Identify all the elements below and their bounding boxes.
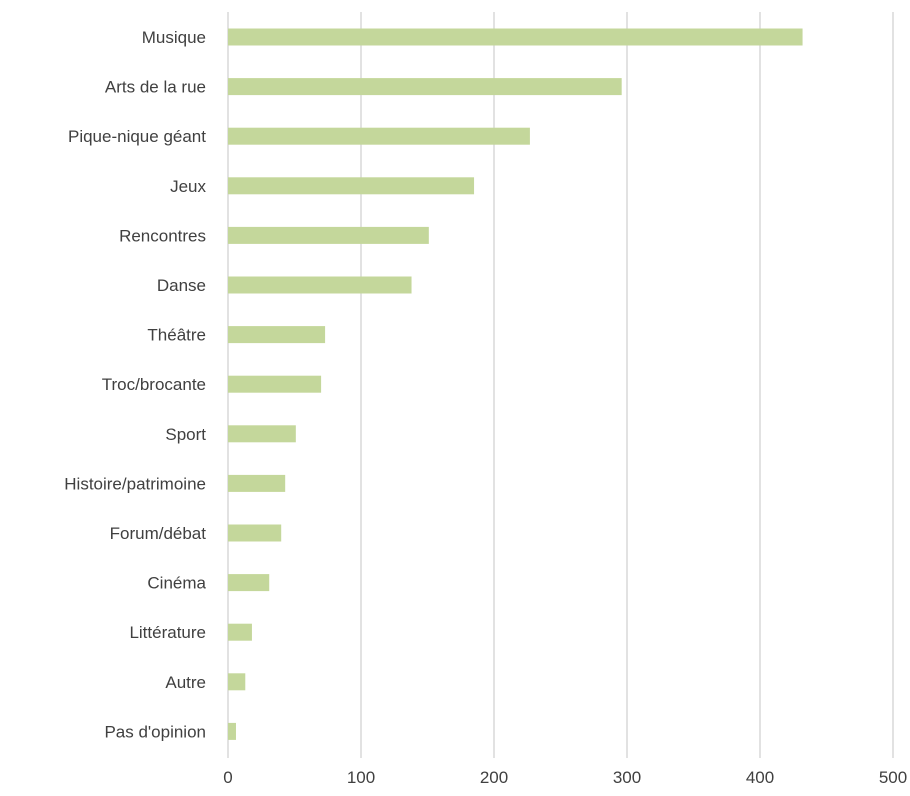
category-label: Musique [142, 28, 206, 47]
x-tick-label: 500 [879, 768, 907, 787]
category-label: Rencontres [119, 226, 206, 245]
category-label: Danse [157, 276, 206, 295]
bar [228, 226, 429, 244]
x-tick-label: 0 [223, 768, 232, 787]
category-label: Pas d'opinion [104, 722, 206, 741]
category-label: Théâtre [147, 326, 206, 345]
bar [228, 375, 322, 393]
x-tick-label: 100 [347, 768, 375, 787]
bar [228, 127, 530, 145]
bar [228, 425, 296, 443]
x-tick-label: 300 [613, 768, 641, 787]
category-label: Histoire/patrimoine [64, 474, 206, 493]
category-label: Arts de la rue [105, 78, 206, 97]
bar [228, 177, 475, 195]
category-label: Cinéma [147, 574, 206, 593]
category-label: Troc/brocante [102, 375, 206, 394]
category-label: Forum/débat [110, 524, 207, 543]
bar [228, 474, 286, 492]
bar [228, 574, 270, 592]
bar [228, 673, 246, 691]
category-label: Autre [165, 673, 206, 692]
bar [228, 623, 252, 641]
x-tick-label: 200 [480, 768, 508, 787]
bar [228, 326, 326, 344]
category-label: Pique-nique géant [68, 127, 206, 146]
category-label: Littérature [129, 623, 206, 642]
bar [228, 524, 282, 542]
bar [228, 722, 236, 740]
category-label: Jeux [170, 177, 206, 196]
bar [228, 276, 412, 294]
bar [228, 78, 622, 96]
x-tick-labels: 0 100 200 300 400 500 [223, 768, 907, 787]
category-label: Sport [165, 425, 206, 444]
gridlines [227, 12, 894, 758]
x-tick-label: 400 [746, 768, 774, 787]
category-labels: Musique Arts de la rue Pique-nique géant Je… [64, 28, 206, 741]
bar [228, 28, 803, 46]
bars [228, 28, 803, 740]
